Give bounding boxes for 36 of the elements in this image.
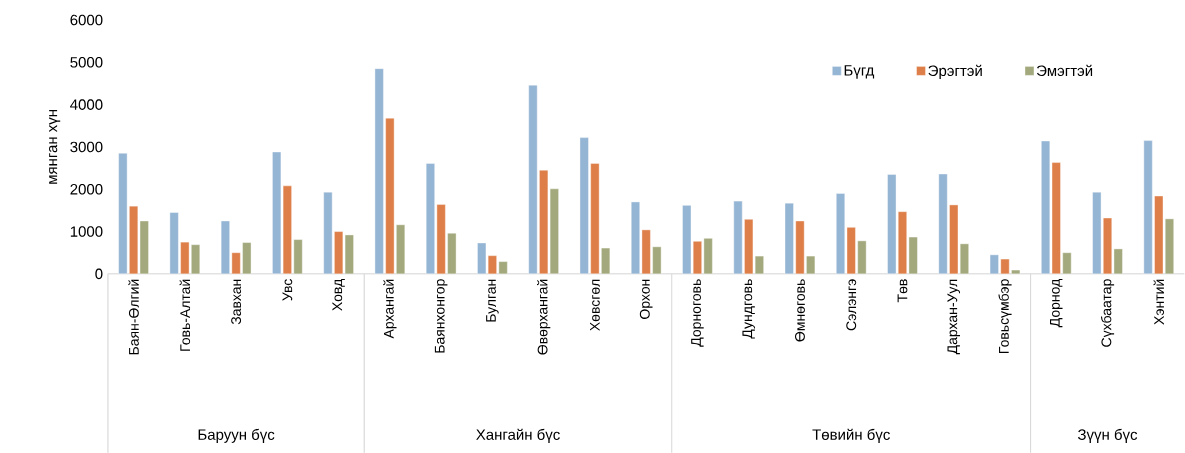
y-tick-label: 2000: [70, 183, 103, 195]
x-tick-label: Төв: [897, 279, 908, 302]
x-tick-label: Дархан-Уул: [947, 279, 961, 355]
x-tick-label: Дундговь: [742, 279, 755, 339]
text: Зүүн бүс: [1077, 428, 1138, 443]
y-tick-label: 4000: [70, 99, 103, 110]
text: Баруун бүс: [198, 428, 275, 443]
text: Хангайн бүс: [476, 428, 560, 443]
x-tick-label: Сүхбаатар: [1100, 279, 1115, 347]
x-tick-label: Дорноговь: [691, 279, 704, 347]
x-tick-label: Хэнтий: [1153, 279, 1165, 325]
text: Төвийн бүс: [812, 428, 890, 443]
y-tick-label: 6000: [70, 14, 103, 26]
x-tick-label: Говьсүмбэр: [998, 279, 1012, 353]
x-tick-label: Сэлэнгэ: [846, 279, 857, 331]
x-tick-label: Ховд: [332, 278, 345, 311]
y-axis-title: мянган хүн: [49, 109, 61, 184]
x-tick-label: Увс: [282, 278, 293, 301]
x-tick-label: Баян-Өлгий: [128, 279, 139, 355]
x-tick-label: Архангай: [383, 279, 397, 339]
x-tick-label: Хөвсгөл: [590, 279, 600, 331]
x-tick-label: Говь-Алтай: [179, 279, 191, 351]
legend-label: Бүгд: [844, 65, 875, 79]
x-tick-label: Дорнод: [1050, 278, 1063, 327]
y-tick-label: 5000: [70, 56, 103, 68]
x-tick-label: Орхон: [639, 279, 653, 319]
x-tick-label: Баянхонгор: [434, 279, 448, 353]
y-tick-label: 1000: [70, 226, 103, 237]
y-tick-label: 0: [95, 268, 103, 279]
legend-label: Эрэгтэй: [928, 64, 982, 79]
x-tick-label: Булган: [486, 279, 499, 322]
x-tick-label: Өмнөговь: [795, 279, 805, 342]
x-tick-label: Завхан: [231, 279, 242, 325]
x-tick-label: Өвөрхангай: [537, 279, 551, 355]
legend-label: Эмэгтэй: [1036, 64, 1093, 76]
y-tick-label: 3000: [70, 141, 103, 153]
